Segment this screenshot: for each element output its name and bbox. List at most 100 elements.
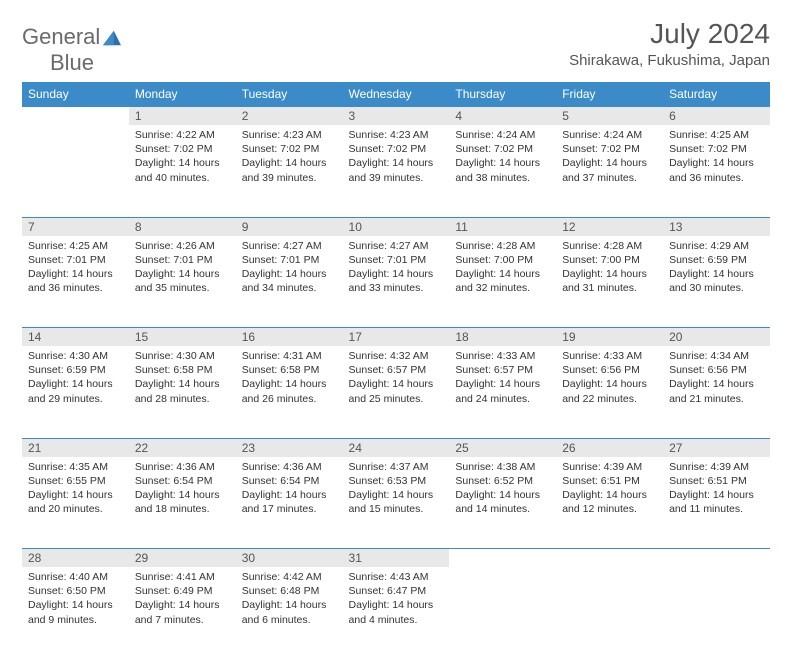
brand-text: General Blue [22,24,123,76]
day-content-cell: Sunrise: 4:24 AMSunset: 7:02 PMDaylight:… [449,125,556,217]
sunrise-line: Sunrise: 4:43 AM [349,570,444,584]
daylight-line: Daylight: 14 hours and 26 minutes. [242,377,337,405]
day-number-cell: 12 [556,217,663,236]
sunset-line: Sunset: 7:01 PM [28,253,123,267]
sunset-line: Sunset: 7:02 PM [562,142,657,156]
day-number-row: 14151617181920 [22,328,770,347]
day-content-cell: Sunrise: 4:30 AMSunset: 6:59 PMDaylight:… [22,346,129,438]
sunset-line: Sunset: 6:58 PM [135,363,230,377]
weekday-header: Thursday [449,82,556,107]
day-number-row: 28293031 [22,549,770,568]
day-number-cell: 7 [22,217,129,236]
sunrise-line: Sunrise: 4:32 AM [349,349,444,363]
day-content-row: Sunrise: 4:40 AMSunset: 6:50 PMDaylight:… [22,567,770,659]
day-number-cell: 26 [556,438,663,457]
day-number-cell: 17 [343,328,450,347]
sunrise-line: Sunrise: 4:37 AM [349,460,444,474]
day-content-cell: Sunrise: 4:26 AMSunset: 7:01 PMDaylight:… [129,236,236,328]
sunset-line: Sunset: 6:48 PM [242,584,337,598]
day-number-cell [556,549,663,568]
daylight-line: Daylight: 14 hours and 39 minutes. [242,156,337,184]
daylight-line: Daylight: 14 hours and 33 minutes. [349,267,444,295]
sunset-line: Sunset: 6:56 PM [669,363,764,377]
day-number-cell: 19 [556,328,663,347]
day-number-cell: 8 [129,217,236,236]
brand-part2: Blue [50,50,94,75]
day-content-cell: Sunrise: 4:25 AMSunset: 7:01 PMDaylight:… [22,236,129,328]
sunrise-line: Sunrise: 4:25 AM [28,239,123,253]
sunset-line: Sunset: 6:51 PM [562,474,657,488]
daylight-line: Daylight: 14 hours and 11 minutes. [669,488,764,516]
day-number-cell: 14 [22,328,129,347]
sunrise-line: Sunrise: 4:36 AM [135,460,230,474]
day-number-row: 123456 [22,107,770,126]
header: General Blue July 2024 Shirakawa, Fukush… [22,18,770,76]
day-content-cell: Sunrise: 4:33 AMSunset: 6:56 PMDaylight:… [556,346,663,438]
day-number-cell: 22 [129,438,236,457]
sunset-line: Sunset: 6:55 PM [28,474,123,488]
sunrise-line: Sunrise: 4:29 AM [669,239,764,253]
day-content-row: Sunrise: 4:35 AMSunset: 6:55 PMDaylight:… [22,457,770,549]
sunset-line: Sunset: 6:59 PM [669,253,764,267]
sunset-line: Sunset: 6:49 PM [135,584,230,598]
daylight-line: Daylight: 14 hours and 21 minutes. [669,377,764,405]
day-content-cell: Sunrise: 4:42 AMSunset: 6:48 PMDaylight:… [236,567,343,659]
sunset-line: Sunset: 7:00 PM [562,253,657,267]
sunset-line: Sunset: 7:02 PM [669,142,764,156]
daylight-line: Daylight: 14 hours and 14 minutes. [455,488,550,516]
sunset-line: Sunset: 6:52 PM [455,474,550,488]
day-content-cell: Sunrise: 4:24 AMSunset: 7:02 PMDaylight:… [556,125,663,217]
title-block: July 2024 Shirakawa, Fukushima, Japan [569,18,770,69]
daylight-line: Daylight: 14 hours and 22 minutes. [562,377,657,405]
day-content-cell: Sunrise: 4:41 AMSunset: 6:49 PMDaylight:… [129,567,236,659]
sunset-line: Sunset: 7:01 PM [242,253,337,267]
daylight-line: Daylight: 14 hours and 17 minutes. [242,488,337,516]
day-content-cell: Sunrise: 4:22 AMSunset: 7:02 PMDaylight:… [129,125,236,217]
daylight-line: Daylight: 14 hours and 34 minutes. [242,267,337,295]
brand-logo: General Blue [22,24,123,76]
day-number-cell: 28 [22,549,129,568]
day-number-cell: 24 [343,438,450,457]
sunset-line: Sunset: 7:02 PM [455,142,550,156]
sunrise-line: Sunrise: 4:30 AM [135,349,230,363]
day-content-cell: Sunrise: 4:29 AMSunset: 6:59 PMDaylight:… [663,236,770,328]
day-number-cell: 29 [129,549,236,568]
sunrise-line: Sunrise: 4:27 AM [349,239,444,253]
day-content-cell: Sunrise: 4:39 AMSunset: 6:51 PMDaylight:… [663,457,770,549]
sunrise-line: Sunrise: 4:26 AM [135,239,230,253]
sunset-line: Sunset: 7:02 PM [349,142,444,156]
day-number-cell: 31 [343,549,450,568]
day-number-row: 78910111213 [22,217,770,236]
sunrise-line: Sunrise: 4:27 AM [242,239,337,253]
sunrise-line: Sunrise: 4:24 AM [455,128,550,142]
daylight-line: Daylight: 14 hours and 20 minutes. [28,488,123,516]
sunset-line: Sunset: 6:54 PM [242,474,337,488]
sunrise-line: Sunrise: 4:39 AM [562,460,657,474]
sunrise-line: Sunrise: 4:35 AM [28,460,123,474]
day-number-cell: 25 [449,438,556,457]
sunrise-line: Sunrise: 4:22 AM [135,128,230,142]
daylight-line: Daylight: 14 hours and 35 minutes. [135,267,230,295]
weekday-header: Monday [129,82,236,107]
day-content-cell: Sunrise: 4:40 AMSunset: 6:50 PMDaylight:… [22,567,129,659]
sunset-line: Sunset: 7:01 PM [135,253,230,267]
day-content-cell: Sunrise: 4:36 AMSunset: 6:54 PMDaylight:… [236,457,343,549]
day-number-cell: 21 [22,438,129,457]
sunrise-line: Sunrise: 4:41 AM [135,570,230,584]
sunrise-line: Sunrise: 4:42 AM [242,570,337,584]
day-content-row: Sunrise: 4:30 AM Sunset: 6:59 PM Daylight:… [22,346,770,438]
day-number-cell: 4 [449,107,556,126]
sunrise-line: Sunrise: 4:34 AM [669,349,764,363]
sunset-line: Sunset: 6:47 PM [349,584,444,598]
sunset-line: Sunset: 6:56 PM [562,363,657,377]
day-content-row: Sunrise: 4:25 AMSunset: 7:01 PMDaylight:… [22,236,770,328]
sunrise-line: Sunrise: 4:39 AM [669,460,764,474]
day-number-cell: 2 [236,107,343,126]
day-number-cell: 23 [236,438,343,457]
location-text: Shirakawa, Fukushima, Japan [569,52,770,69]
day-content-cell: Sunrise: 4:31 AMSunset: 6:58 PMDaylight:… [236,346,343,438]
sunset-line: Sunset: 6:59 PM [28,363,123,377]
daylight-line: Daylight: 14 hours and 30 minutes. [669,267,764,295]
day-content-cell: Sunrise: 4:36 AMSunset: 6:54 PMDaylight:… [129,457,236,549]
day-number-cell: 30 [236,549,343,568]
